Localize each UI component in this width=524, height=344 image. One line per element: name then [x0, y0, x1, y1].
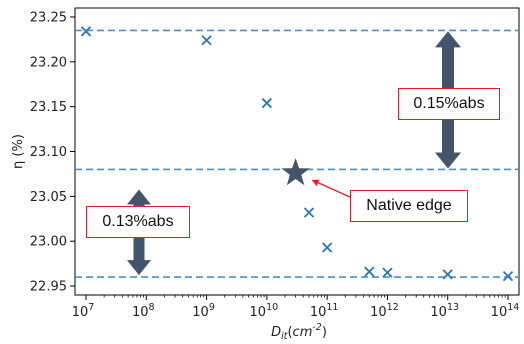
x-tick-label: 1011 — [310, 302, 339, 320]
x-axis-ticks: 107 108 109 1010 1011 1012 1013 1014 — [72, 295, 520, 320]
data-point — [382, 267, 393, 278]
annotation-native-edge: Native edge — [350, 190, 468, 222]
pointer-line — [316, 181, 353, 199]
x-tick-label: 1012 — [370, 302, 399, 320]
data-point — [201, 35, 212, 46]
data-point — [80, 26, 92, 37]
annotation-gap-bottom: 0.13%abs — [86, 206, 190, 238]
x-tick-label: 1014 — [491, 302, 520, 320]
data-point — [502, 271, 514, 282]
data-point-stroke — [80, 26, 92, 37]
x-tick-label: 1010 — [250, 302, 279, 320]
star-marker — [281, 158, 310, 186]
y-tick-label: 23.00 — [30, 235, 67, 250]
x-axis-label-text: Dit(cm-2) — [271, 322, 327, 342]
x-tick-label: 107 — [72, 302, 95, 320]
data-point-stroke — [502, 271, 514, 282]
x-tick-label: 108 — [132, 302, 155, 320]
data-point-stroke — [382, 267, 393, 278]
data-point-stroke — [261, 97, 272, 109]
data-points — [80, 26, 514, 282]
y-axis-label-text: η (%) — [11, 134, 26, 169]
data-point — [261, 97, 272, 109]
data-point-stroke — [442, 269, 453, 280]
y-tick-label: 23.20 — [30, 55, 67, 70]
native-edge-pointer — [311, 179, 353, 199]
data-point-stroke — [201, 35, 212, 46]
data-point-stroke — [303, 207, 315, 218]
y-tick-label: 23.15 — [30, 100, 67, 115]
pointer-head — [311, 179, 320, 187]
x-tick-label: 1013 — [430, 302, 459, 320]
native-edge-star — [281, 158, 310, 186]
y-tick-label: 23.10 — [30, 145, 67, 160]
y-tick-label: 23.25 — [30, 10, 67, 25]
data-point — [322, 242, 333, 253]
data-point — [303, 207, 315, 218]
annotation-gap-top: 0.15%abs — [398, 88, 500, 120]
data-point-stroke — [322, 242, 333, 253]
y-axis-ticks: 22.95 23.00 23.05 23.10 23.15 23.20 23.25 — [30, 10, 75, 295]
data-point — [442, 269, 453, 280]
data-point — [364, 266, 375, 277]
y-axis-label: η (%) — [11, 134, 26, 169]
x-axis-label: Dit(cm-2) — [271, 322, 327, 342]
y-tick-label: 23.05 — [30, 190, 67, 205]
data-point-stroke — [364, 266, 375, 277]
y-tick-label: 22.95 — [30, 280, 67, 295]
x-tick-label: 109 — [192, 302, 215, 320]
